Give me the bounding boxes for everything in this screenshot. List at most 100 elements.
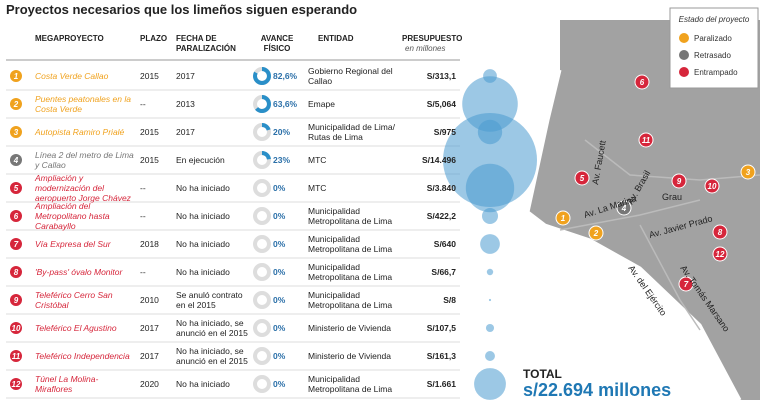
road <box>559 199 701 231</box>
entidad: MTC <box>308 183 327 193</box>
row-number: 8 <box>14 268 19 277</box>
plazo: 2010 <box>140 295 159 305</box>
map-marker-number: 8 <box>718 228 723 237</box>
project-name: Teleférico Cerro San Cristóbal <box>35 290 113 310</box>
map-marker-number: 5 <box>580 174 585 183</box>
progress-track <box>253 263 271 281</box>
budget: S/161,3 <box>426 351 456 361</box>
map-marker <box>671 173 687 189</box>
progress-track <box>253 179 271 197</box>
legend-swatch <box>679 67 689 77</box>
legend-swatch <box>679 33 689 43</box>
legend-swatch <box>679 50 689 60</box>
plazo: 2015 <box>140 71 159 81</box>
row-badge <box>10 126 22 138</box>
entidad: Municipalidad Metropolitana de Lima <box>308 374 393 394</box>
row-number: 7 <box>14 240 19 249</box>
fecha: Se anuló contrato en el 2015 <box>176 290 243 310</box>
fecha: 2017 <box>176 71 195 81</box>
progress-label: 0% <box>273 267 286 277</box>
map-marker <box>704 178 720 194</box>
row-number: 1 <box>14 72 19 81</box>
fecha: En ejecución <box>176 155 225 165</box>
row-badge <box>10 182 22 194</box>
map-marker <box>634 74 650 90</box>
road <box>639 224 701 331</box>
progress-label: 23% <box>273 155 291 165</box>
progress-label: 0% <box>273 211 286 221</box>
row-number: 6 <box>14 212 19 221</box>
budget-bubble <box>485 323 495 333</box>
project-name: Teleférico El Agustino <box>35 323 117 333</box>
column-header: PRESUPUESTO <box>402 34 463 43</box>
progress-track <box>253 319 271 337</box>
map-marker-number: 1 <box>561 214 566 223</box>
progress-arc <box>253 67 271 85</box>
plazo: -- <box>140 99 146 109</box>
progress-label: 0% <box>273 239 286 249</box>
project-name: Ampliación y modernización del aeropuert… <box>35 173 131 203</box>
fecha: No ha iniciado, se anunció en el 2015 <box>176 346 248 366</box>
budget-bubble <box>480 234 500 254</box>
project-name: Túnel La Molina-Miraflores <box>35 374 99 394</box>
progress-label: 0% <box>273 323 286 333</box>
map-marker <box>740 164 756 180</box>
budget: S/107,5 <box>426 323 456 333</box>
budget: S/5,064 <box>426 99 456 109</box>
fecha: No ha iniciado <box>176 211 230 221</box>
entidad: Municipalidad Metropolitana de Lima <box>308 290 393 310</box>
total-value: s/22.694 millones <box>523 380 671 400</box>
map-marker <box>678 276 694 292</box>
row-number: 12 <box>12 380 21 389</box>
progress-arc <box>253 151 271 169</box>
project-name: Vía Expresa del Sur <box>35 239 111 249</box>
progress-label: 63,6% <box>273 99 298 109</box>
title: Proyectos necesarios que los limeños sig… <box>6 2 358 17</box>
map-marker <box>588 225 604 241</box>
entidad: Ministerio de Vivienda <box>308 351 391 361</box>
progress-track <box>253 347 271 365</box>
progress-track <box>253 207 271 225</box>
row-number: 4 <box>13 156 19 165</box>
entidad: MTC <box>308 155 327 165</box>
column-header: ENTIDAD <box>318 34 354 43</box>
legend-title: Estado del proyecto <box>679 15 750 24</box>
progress-label: 0% <box>273 295 286 305</box>
fecha: No ha iniciado, se anunció en el 2015 <box>176 318 248 338</box>
column-header: FECHA DE PARALIZACIÓN <box>176 34 236 53</box>
progress-track <box>253 235 271 253</box>
legend-label: Paralizado <box>694 34 732 43</box>
plazo: -- <box>140 183 146 193</box>
budget: S/66,7 <box>431 267 456 277</box>
map-marker <box>574 170 590 186</box>
progress-track <box>253 291 271 309</box>
row-number: 5 <box>14 184 19 193</box>
progress-label: 0% <box>273 183 286 193</box>
map-marker-number: 10 <box>708 182 717 191</box>
column-header: MEGAPROYECTO <box>35 34 104 43</box>
budget: S/313,1 <box>426 71 456 81</box>
project-name: Autopista Ramiro Prialé <box>35 127 125 137</box>
project-name: Teleférico Independencia <box>35 351 130 361</box>
row-badge <box>10 294 22 306</box>
progress-label: 82,6% <box>273 71 298 81</box>
progress-track <box>253 375 271 393</box>
map-marker-number: 7 <box>684 280 689 289</box>
plazo: 2018 <box>140 239 159 249</box>
map-marker <box>616 200 632 216</box>
row-badge <box>10 238 22 250</box>
map-marker <box>555 210 571 226</box>
progress-label: 0% <box>273 351 286 361</box>
fecha: No ha iniciado <box>176 239 230 249</box>
row-badge <box>10 98 22 110</box>
fecha: No ha iniciado <box>176 379 230 389</box>
coastline <box>526 69 742 400</box>
plazo: 2015 <box>140 155 159 165</box>
plazo: -- <box>140 211 146 221</box>
row-badge <box>10 266 22 278</box>
entidad: Emape <box>308 99 335 109</box>
entidad: Municipalidad de Lima/ Rutas de Lima <box>308 122 395 142</box>
project-name: Costa Verde Callao <box>35 71 109 81</box>
